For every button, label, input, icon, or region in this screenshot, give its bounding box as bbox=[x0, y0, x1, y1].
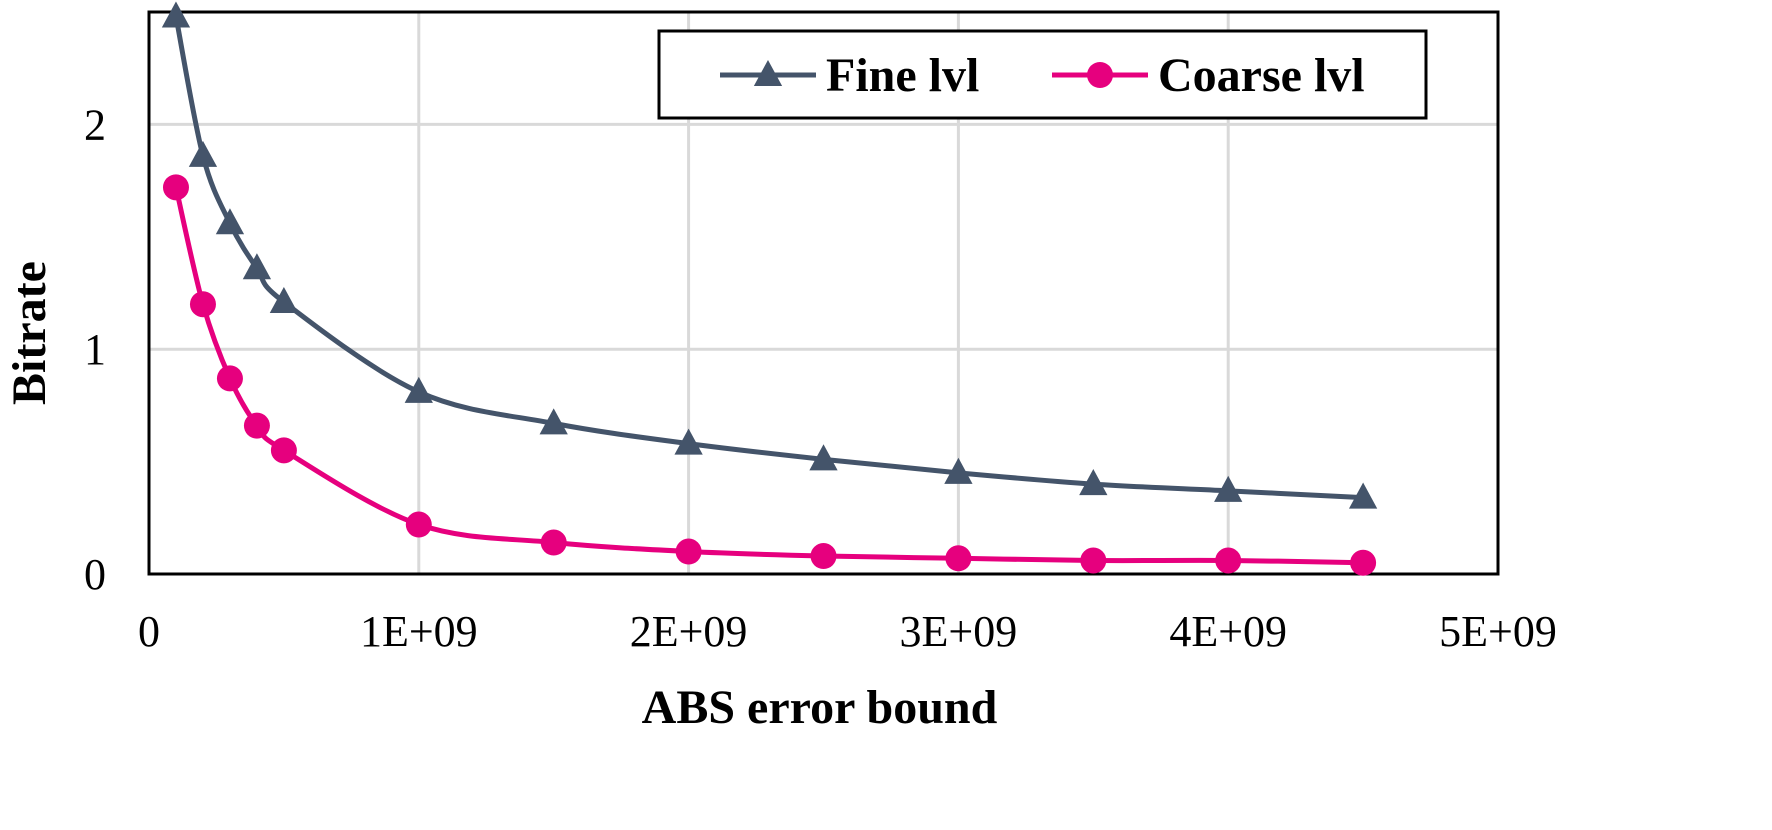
x-tick-label: 0 bbox=[138, 607, 160, 656]
circle-point bbox=[810, 543, 837, 570]
x-tick-label: 5E+09 bbox=[1439, 607, 1557, 656]
triangle-point bbox=[674, 428, 703, 455]
circle-point bbox=[945, 545, 972, 572]
tick-labels: 0 1E+09 2E+09 3E+09 4E+09 5E+09 0 1 2 bbox=[84, 100, 1557, 656]
y-axis-title: Bitrate bbox=[3, 261, 56, 405]
triangle-point bbox=[188, 140, 218, 167]
triangle-point bbox=[215, 208, 245, 235]
triangle-point bbox=[242, 253, 272, 280]
x-tick-label: 3E+09 bbox=[900, 607, 1018, 656]
y-tick-label: 2 bbox=[84, 100, 106, 149]
circle-point bbox=[675, 538, 702, 565]
series-2 bbox=[162, 174, 1377, 576]
series-line bbox=[173, 186, 1364, 566]
circle-point bbox=[270, 437, 297, 464]
legend-label: Fine lvl bbox=[826, 49, 979, 102]
legend-entries: Fine lvl Coarse lvl bbox=[720, 49, 1365, 102]
triangle-point bbox=[539, 408, 568, 435]
x-axis-title: ABS error bound bbox=[642, 681, 998, 734]
circle-point bbox=[1350, 549, 1377, 576]
circle-point bbox=[405, 511, 432, 538]
circle-point bbox=[540, 529, 567, 556]
triangle-point bbox=[1214, 475, 1243, 502]
series-1 bbox=[161, 1, 1378, 509]
circle-point bbox=[1080, 547, 1107, 574]
triangle-point bbox=[269, 286, 299, 313]
x-tick-label: 4E+09 bbox=[1169, 607, 1287, 656]
plot-area bbox=[147, 10, 1500, 576]
triangle-point bbox=[809, 444, 838, 471]
legend-entry: Coarse lvl bbox=[1052, 49, 1365, 102]
triangle-point bbox=[944, 457, 973, 484]
x-tick-label: 1E+09 bbox=[360, 607, 478, 656]
triangle-point bbox=[1079, 469, 1108, 496]
legend: Fine lvl Coarse lvl bbox=[657, 29, 1428, 120]
y-tick-label: 1 bbox=[84, 325, 106, 374]
triangle-point bbox=[1348, 482, 1378, 509]
triangle-point bbox=[404, 376, 433, 403]
circle-point bbox=[1215, 547, 1242, 574]
circle-point bbox=[216, 365, 243, 392]
circle-point bbox=[162, 174, 189, 201]
y-tick-label: 0 bbox=[84, 550, 106, 599]
circle-point bbox=[189, 291, 216, 318]
legend-label: Coarse lvl bbox=[1158, 49, 1365, 102]
legend-circle-marker bbox=[1087, 62, 1113, 88]
circle-point bbox=[243, 412, 270, 439]
legend-entry: Fine lvl bbox=[720, 49, 979, 102]
legend-triangle-marker bbox=[753, 59, 783, 86]
x-tick-label: 2E+09 bbox=[630, 607, 748, 656]
series-layer bbox=[161, 1, 1378, 576]
triangle-point bbox=[161, 1, 191, 28]
